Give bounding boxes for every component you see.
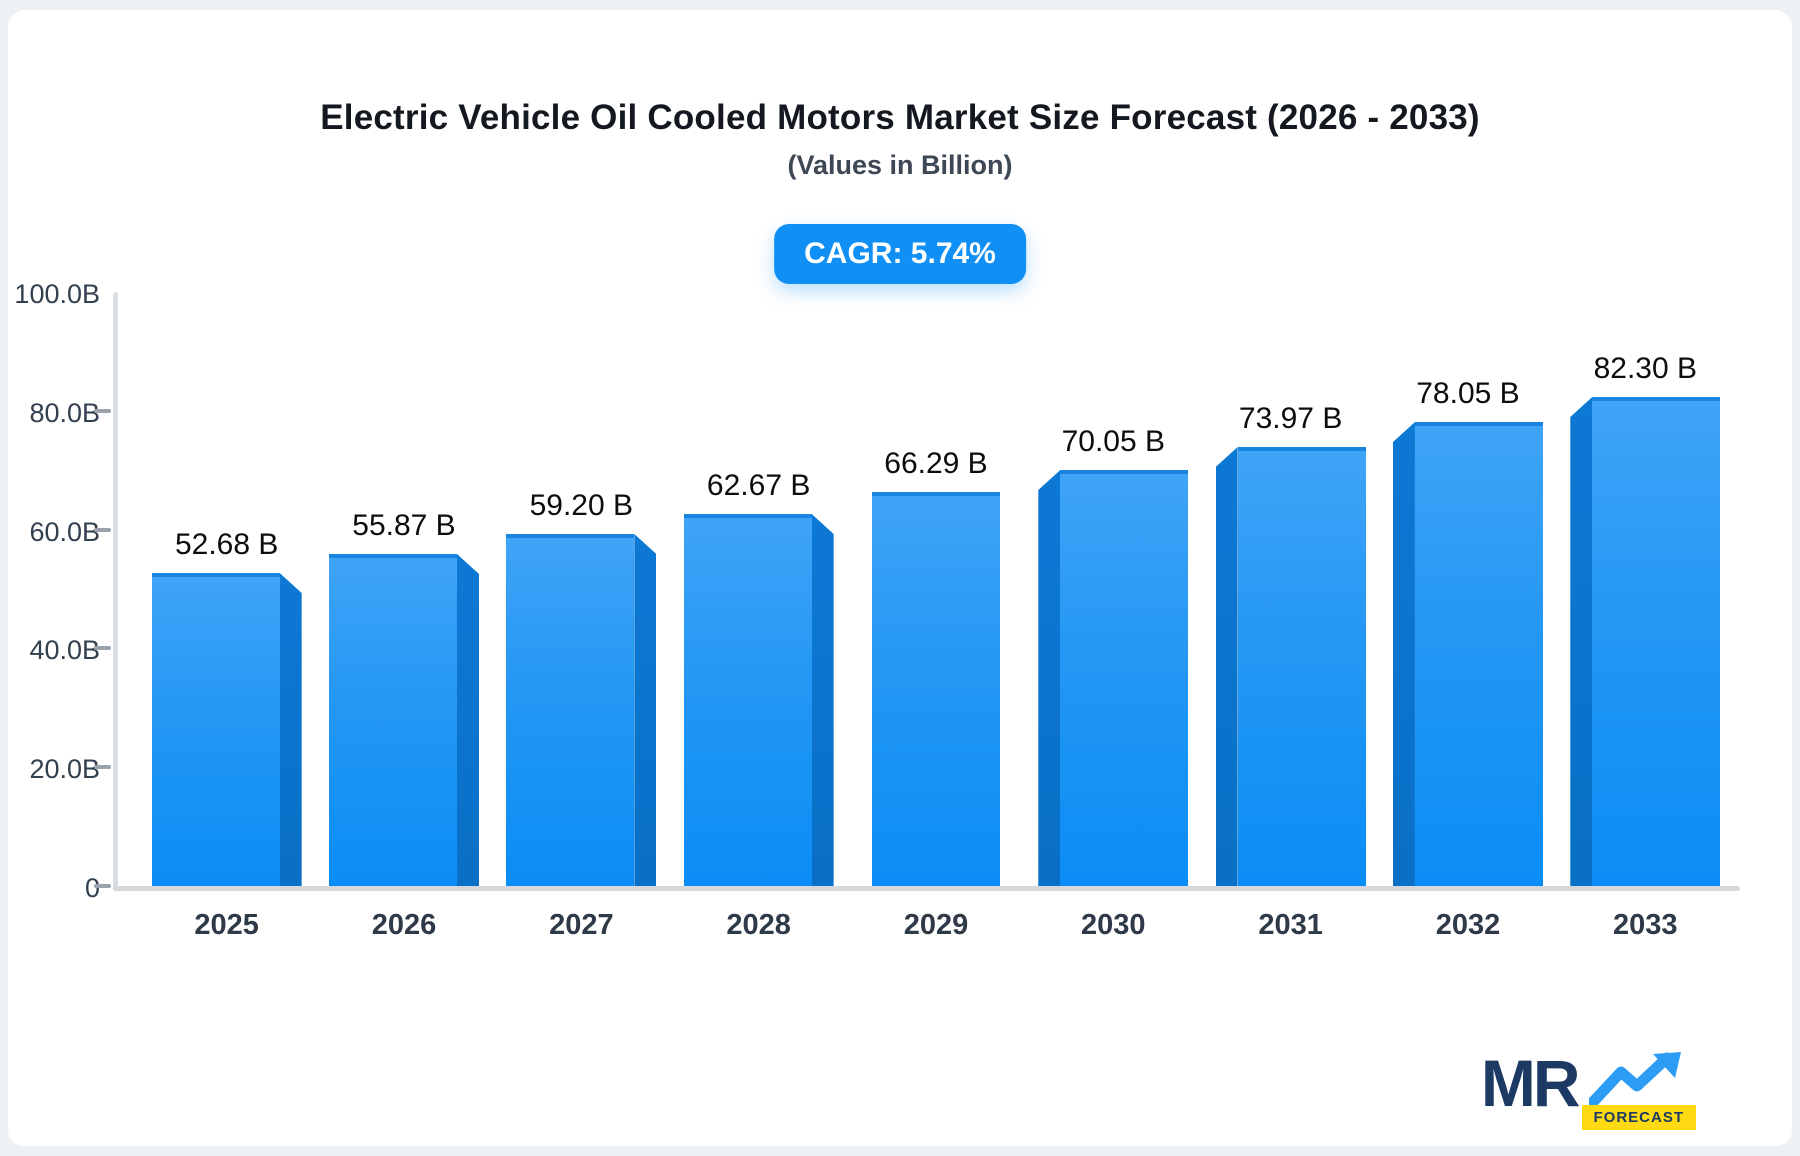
- bar-face: [1060, 470, 1189, 886]
- bar-side-face: [811, 514, 834, 886]
- bar-slot-2032: 78.05 B 2032: [1379, 292, 1556, 941]
- bar-value-label: 66.29 B: [884, 447, 988, 480]
- bar-value-label: 59.20 B: [529, 489, 634, 522]
- x-tick-label: 2028: [726, 909, 791, 941]
- bar-slot-2025: 52.68 B 2025: [138, 292, 315, 941]
- y-tick-label: 80.0B: [29, 397, 100, 428]
- y-axis-line: [113, 292, 118, 891]
- logo-mr-text: MR: [1480, 1046, 1581, 1120]
- bar-side-face: [456, 554, 479, 886]
- cagr-badge: CAGR: 5.74%: [774, 224, 1026, 284]
- y-tick-label: 20.0B: [29, 754, 100, 785]
- bar-2028: 62.67 B: [683, 469, 834, 886]
- bar-slot-2031: 73.97 B 2031: [1202, 292, 1379, 941]
- bar-face: [1414, 422, 1543, 886]
- bar-slot-2028: 62.67 B 2028: [670, 292, 847, 941]
- y-tick-mark: [94, 408, 111, 413]
- bar-slot-2026: 55.87 B 2026: [315, 292, 492, 941]
- x-tick-label: 2029: [903, 909, 969, 941]
- bar-2029: 66.29 B: [871, 447, 1000, 886]
- bar-slot-2030: 70.05 B 2030: [1025, 292, 1202, 941]
- bar-face: [506, 534, 635, 886]
- bar-value-label: 82.30 B: [1593, 352, 1697, 385]
- y-tick-label: 0: [84, 873, 100, 903]
- bar-2025: 52.68 B: [151, 528, 302, 886]
- y-axis: 100.0B 80.0B 60.0B 40.0B 20.0B 0: [8, 279, 100, 903]
- x-tick-label: 2027: [549, 909, 614, 941]
- bar-2030: 70.05 B: [1038, 425, 1189, 886]
- x-tick-label: 2031: [1258, 909, 1323, 941]
- x-tick-label: 2026: [371, 909, 437, 941]
- y-tick-mark: [94, 527, 111, 532]
- bar-side-face: [279, 573, 302, 886]
- bar-value-label: 70.05 B: [1061, 425, 1166, 458]
- y-tick-label: 100.0B: [14, 279, 100, 309]
- bar-value-label: 52.68 B: [174, 528, 279, 561]
- chart-title: Electric Vehicle Oil Cooled Motors Marke…: [320, 98, 1480, 137]
- x-tick-label: 2025: [194, 909, 259, 941]
- bar-value-label: 62.67 B: [706, 469, 811, 502]
- bar-slot-2027: 59.20 B 2027: [493, 292, 670, 941]
- y-tick-mark: [94, 884, 111, 888]
- chart-card: Electric Vehicle Oil Cooled Motors Marke…: [8, 10, 1792, 1146]
- x-tick-label: 2030: [1081, 909, 1146, 941]
- bar-slot-2033: 82.30 B 2033: [1557, 292, 1734, 941]
- bar-side-face: [1392, 422, 1415, 886]
- bar-side-face: [1038, 470, 1061, 886]
- bar-face: [151, 573, 280, 886]
- bar-face: [1237, 447, 1366, 886]
- bar-side-face: [1215, 447, 1238, 886]
- y-tick-mark: [94, 765, 111, 770]
- trend-arrow-icon: [1588, 1052, 1681, 1108]
- bar-value-label: 78.05 B: [1416, 377, 1520, 410]
- x-tick-label: 2033: [1613, 909, 1678, 941]
- bar-face: [1592, 397, 1721, 886]
- plot-area: 52.68 B 2025 55.87 B 2026 59.20 B 2027 62.67 B…: [94, 292, 1740, 941]
- bar-2031: 73.97 B: [1215, 402, 1366, 886]
- bar-2033: 82.30 B: [1570, 352, 1721, 886]
- mr-forecast-logo: MR FORECAST: [1481, 1046, 1696, 1130]
- bar-side-face: [1570, 397, 1593, 886]
- x-axis-line: [113, 886, 1740, 891]
- bar-2027: 59.20 B: [506, 489, 657, 886]
- y-tick-label: 40.0B: [29, 635, 100, 666]
- bar-slot-2029: 66.29 B 2029: [847, 292, 1024, 941]
- logo-forecast-label: FORECAST: [1581, 1105, 1696, 1130]
- bar-face: [871, 492, 1000, 886]
- bar-2026: 55.87 B: [328, 509, 479, 886]
- bar-face: [328, 554, 457, 886]
- bar-2032: 78.05 B: [1392, 377, 1543, 886]
- bar-face: [683, 514, 812, 886]
- bar-value-label: 55.87 B: [352, 509, 456, 542]
- chart-subtitle: (Values in Billion): [787, 150, 1013, 180]
- y-tick-label: 60.0B: [29, 516, 100, 547]
- y-tick-mark: [94, 646, 111, 651]
- bar-value-label: 73.97 B: [1238, 402, 1343, 435]
- x-tick-label: 2032: [1435, 909, 1501, 941]
- bar-side-face: [634, 534, 657, 886]
